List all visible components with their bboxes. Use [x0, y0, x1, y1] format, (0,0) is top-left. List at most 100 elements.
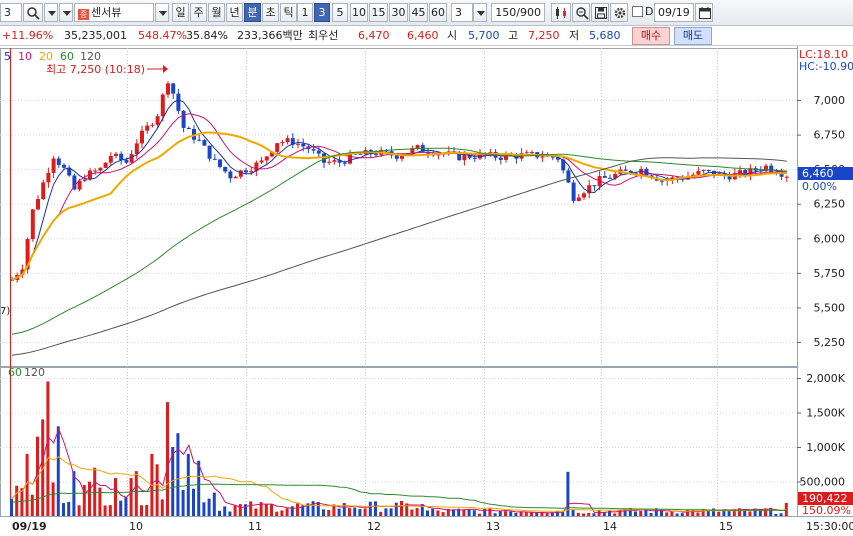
lc-label: LC:18.10 — [799, 48, 848, 61]
candle-body — [129, 154, 134, 163]
volume-bar — [446, 508, 450, 516]
search-icon[interactable] — [23, 3, 43, 22]
volume-bar — [550, 512, 554, 516]
candle-body — [249, 170, 254, 173]
volume-bar — [145, 505, 149, 516]
volume-bar — [238, 504, 242, 516]
zoom-icon[interactable] — [572, 3, 590, 22]
interval-tab[interactable]: 1 — [297, 3, 313, 22]
candle-body — [727, 176, 732, 180]
price-axis-label: 6,750 — [814, 129, 846, 142]
interval-tab[interactable]: 15 — [369, 3, 388, 22]
candle-body — [400, 155, 404, 159]
volume-bar — [98, 487, 102, 516]
interval-tab[interactable]: 30 — [389, 3, 408, 22]
candle-body — [223, 166, 228, 172]
volume-bar — [368, 501, 372, 516]
price-axis-label: 5,250 — [814, 336, 846, 349]
candle-body — [358, 153, 363, 155]
candle-body — [212, 158, 217, 160]
sell-button[interactable]: 매도 — [674, 27, 712, 45]
volume-bar — [738, 508, 741, 516]
volume-axis-label: 500,000 — [800, 476, 846, 489]
low-label: 저 — [569, 29, 580, 42]
volume-bar — [264, 504, 268, 516]
high-annotation-arrowhead — [163, 65, 168, 73]
chevron-down-icon[interactable] — [473, 3, 487, 22]
candle-body — [140, 130, 144, 144]
volume-bar — [426, 510, 429, 516]
volume-bar — [249, 501, 253, 516]
gear-icon[interactable] — [610, 3, 628, 22]
candle-body — [561, 159, 566, 171]
volume-bar — [400, 500, 403, 516]
interval-tab[interactable]: 60 — [429, 3, 447, 22]
volume-bar — [691, 509, 695, 516]
candle-body — [280, 142, 285, 144]
volume-bar — [228, 511, 232, 516]
volume-bar — [46, 381, 50, 516]
price-volume-chart[interactable]: 09/1910111213141515:30:007,0006,7506,500… — [0, 46, 853, 536]
current-volume-ratio: 150.09% — [802, 504, 851, 517]
candle-body — [160, 94, 165, 117]
volume-bar — [608, 510, 611, 516]
period-tab[interactable]: 주 — [190, 3, 207, 22]
volume-bar — [582, 513, 585, 516]
volume-bar — [670, 510, 674, 516]
volume-bar — [639, 510, 643, 516]
stock-list-dropdown-icon[interactable] — [59, 3, 73, 22]
buy-button[interactable]: 매수 — [632, 27, 670, 45]
calendar-icon[interactable] — [695, 3, 713, 22]
period-tab[interactable]: 일 — [172, 3, 189, 22]
candle-body — [20, 269, 25, 275]
candle-body — [701, 169, 706, 171]
period-tab[interactable]: 틱 — [280, 3, 297, 22]
period-tab[interactable]: 년 — [226, 3, 243, 22]
volume-bar — [290, 506, 294, 516]
volume-bar — [722, 509, 726, 516]
interval-tab[interactable]: 5 — [332, 3, 348, 22]
turnover-rate: 35.84% — [186, 29, 228, 42]
period-tab[interactable]: 분 — [244, 3, 261, 22]
candle-body — [415, 145, 420, 149]
volume-bar — [134, 471, 138, 516]
volume-bar — [566, 471, 570, 516]
stock-name-field[interactable]: 종 센서뷰 — [74, 3, 154, 22]
candle-body — [155, 116, 160, 125]
data-count-field[interactable]: 150/900 — [491, 3, 545, 22]
volume-bar — [420, 504, 424, 516]
date-checkbox[interactable] — [632, 6, 643, 17]
volume-bar — [129, 478, 133, 516]
candle-body — [670, 177, 675, 180]
date-input[interactable]: 09/19 — [654, 3, 694, 22]
period-tab[interactable]: 월 — [208, 3, 225, 22]
candle-body — [166, 83, 170, 95]
candle-body — [10, 279, 14, 281]
volume-bar — [15, 485, 19, 516]
x-axis-label: 10 — [129, 520, 143, 533]
volume-bar — [732, 509, 736, 516]
volume-bar — [665, 512, 669, 516]
chevron-down-icon[interactable] — [44, 3, 58, 22]
candle-settings-icon[interactable] — [551, 3, 571, 22]
interval-input[interactable]: 3 — [451, 3, 473, 22]
candle-body — [587, 185, 592, 194]
volume-bar — [717, 511, 721, 516]
volume-bar — [358, 509, 362, 516]
candle-body — [706, 169, 711, 171]
candle-body — [327, 161, 332, 163]
volume-bar — [301, 505, 305, 516]
candle-body — [114, 153, 118, 157]
candle-body — [124, 160, 129, 163]
interval-tab[interactable]: 10 — [350, 3, 368, 22]
interval-tab[interactable]: 45 — [409, 3, 428, 22]
save-icon[interactable] — [591, 3, 609, 22]
volume-bar — [753, 508, 757, 516]
chevron-down-icon[interactable] — [155, 3, 169, 22]
volume-bar — [524, 512, 528, 516]
interval-tab[interactable]: 3 — [314, 3, 330, 22]
volume-axis-label: 1,500K — [806, 407, 845, 420]
low-price: 5,680 — [589, 29, 621, 42]
period-tab[interactable]: 초 — [262, 3, 279, 22]
stock-code-input[interactable]: 3 — [0, 3, 22, 22]
